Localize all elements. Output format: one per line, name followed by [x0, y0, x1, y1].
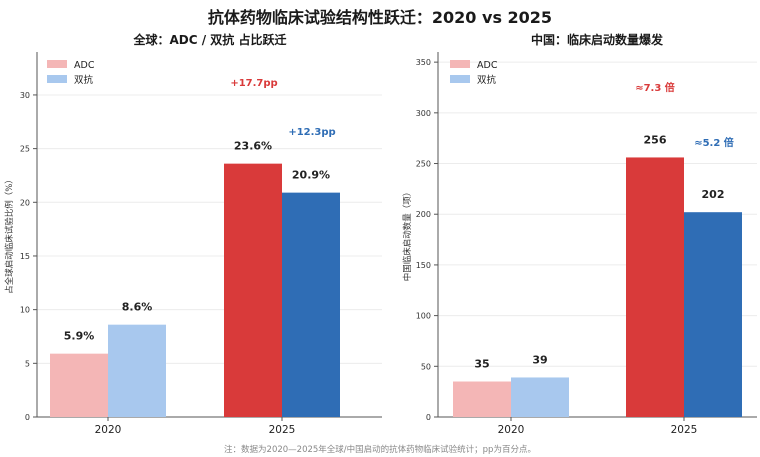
panel1-bar-adc-2025 — [224, 163, 282, 417]
panel1-x-tick-label: 2025 — [269, 424, 296, 436]
panel2-annotation-adc: ≈7.3 倍 — [635, 81, 675, 94]
panel2-bar-bispecific-2020 — [511, 377, 569, 417]
panel2-y-tick-label: 50 — [421, 362, 431, 371]
panel1-y-tick-label: 15 — [20, 252, 30, 261]
panel1-legend-label: 双抗 — [74, 74, 94, 86]
panel1-bar-bispecific-2025 — [282, 192, 340, 417]
panel1-y-tick-label: 10 — [20, 306, 30, 315]
panel2-legend-swatch — [450, 75, 470, 83]
panel1-data-label: 5.9% — [64, 330, 95, 343]
panel1-legend-label: ADC — [74, 60, 95, 71]
panel2-data-label: 202 — [702, 188, 725, 201]
panel2-y-tick-label: 0 — [426, 413, 431, 422]
page-title: 抗体药物临床试验结构性跃迁：2020 vs 2025 — [207, 8, 553, 27]
panel2-y-axis-label: 中国临床启动数量（项） — [402, 188, 413, 282]
panel2-y-tick-label: 250 — [416, 160, 431, 169]
panel2-legend-swatch — [450, 60, 470, 68]
panel2-bar-bispecific-2025 — [684, 212, 742, 417]
panel1-y-tick-label: 30 — [20, 91, 30, 100]
panel1-y-tick-label: 20 — [20, 198, 30, 207]
panel1-data-label: 23.6% — [234, 140, 272, 153]
panel2-annotation-bispecific: ≈5.2 倍 — [694, 136, 734, 149]
panel1-legend-swatch — [47, 75, 67, 83]
panel2-y-tick-label: 150 — [416, 261, 431, 270]
panel1-y-tick-label: 0 — [25, 413, 30, 422]
panel2-data-label: 39 — [532, 353, 547, 366]
panel1-data-label: 20.9% — [292, 169, 330, 182]
panel2-legend-label: ADC — [477, 60, 498, 71]
panel1-y-tick-label: 25 — [20, 145, 30, 154]
panel2-x-tick-label: 2020 — [498, 424, 525, 436]
panel2-y-tick-label: 200 — [416, 210, 431, 219]
panel2-y-tick-label: 350 — [416, 58, 431, 67]
panel1-y-axis-label: 占全球启动临床试验比例（%） — [4, 175, 15, 294]
panel1-x-tick-label: 2020 — [95, 424, 122, 436]
panel1-legend-swatch — [47, 60, 67, 68]
panel2-title: 中国：临床启动数量爆发 — [531, 32, 664, 47]
panel2-data-label: 256 — [644, 133, 667, 146]
panel2-legend-label: 双抗 — [477, 74, 497, 86]
panel2-y-tick-label: 100 — [416, 312, 431, 321]
panel1-annotation-adc: +17.7pp — [230, 78, 277, 89]
panel1-y-tick-label: 5 — [25, 359, 30, 368]
panel2-bar-adc-2025 — [626, 157, 684, 417]
panel1-annotation-bispecific: +12.3pp — [288, 127, 335, 138]
panel2-data-label: 35 — [474, 358, 489, 371]
panel1-data-label: 8.6% — [122, 301, 153, 314]
panel1-bar-adc-2020 — [50, 353, 108, 417]
panel1-bar-bispecific-2020 — [108, 324, 166, 417]
panel2-y-tick-label: 300 — [416, 109, 431, 118]
footnote: 注：数据为2020—2025年全球/中国启动的抗体药物临床试验统计；pp为百分点… — [224, 445, 536, 455]
panel1-title: 全球：ADC / 双抗 占比跃迁 — [133, 32, 287, 47]
panel2-x-tick-label: 2025 — [671, 424, 698, 436]
panel2-bar-adc-2020 — [453, 381, 511, 417]
